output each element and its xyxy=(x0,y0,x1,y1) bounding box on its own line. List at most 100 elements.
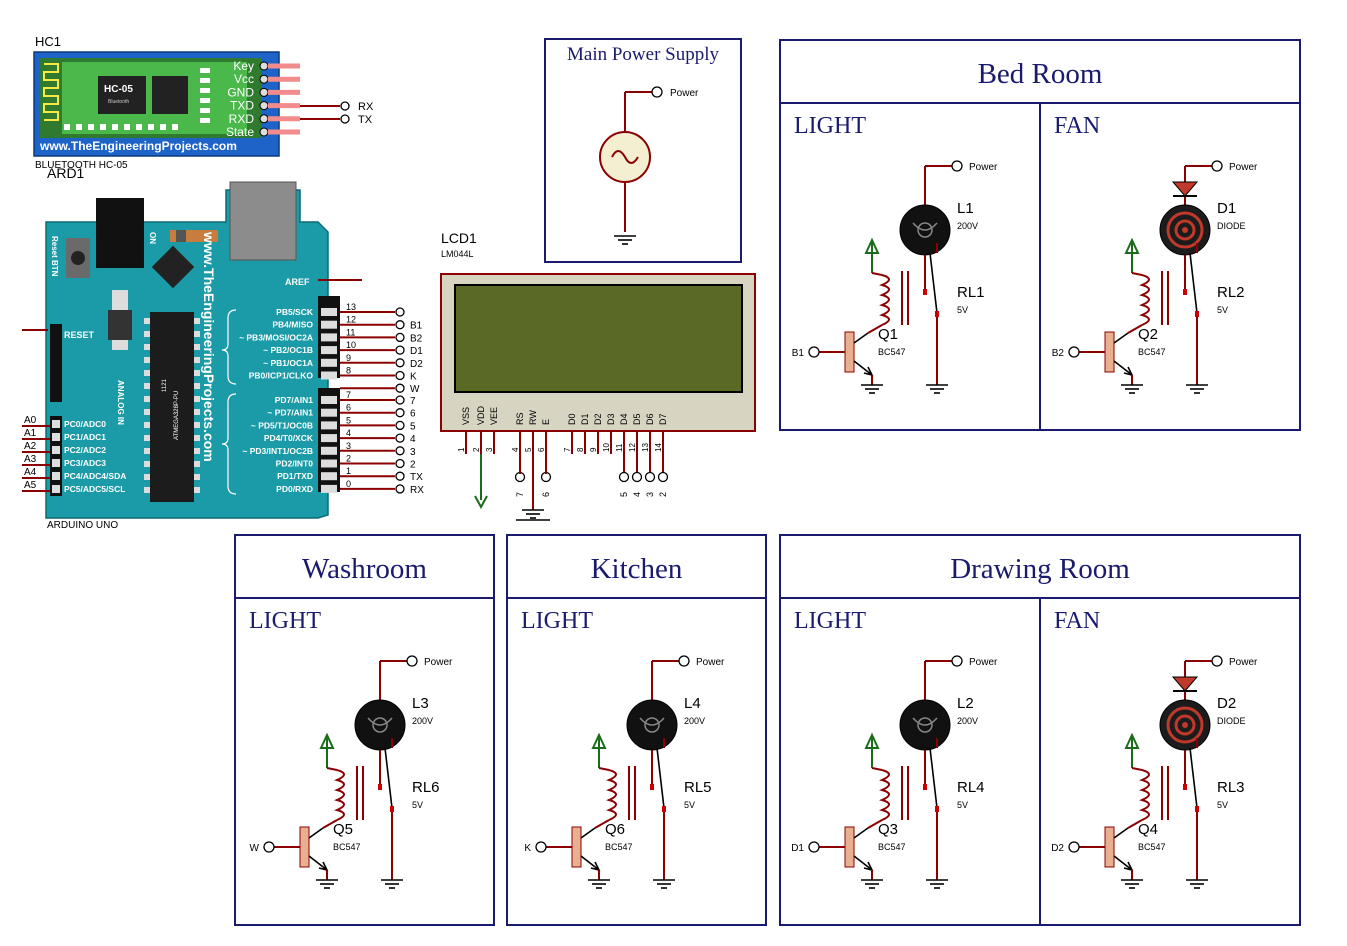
bt-caption: BLUETOOTH HC-05 xyxy=(35,160,128,171)
bt-ref: HC1 xyxy=(35,34,61,49)
net-terminal xyxy=(395,332,405,343)
arduino-pin-name: ~ PB3/MOSI/OC2A xyxy=(239,332,313,342)
arduino-pin-number: 6 xyxy=(346,403,351,413)
arduino-pin-number: 4 xyxy=(346,428,351,438)
arduino-net-label: 7 xyxy=(410,396,416,407)
section-title: Kitchen xyxy=(591,553,683,585)
net-terminal xyxy=(395,370,405,381)
diode-icon xyxy=(1171,181,1199,197)
vcc-arrow-icon xyxy=(1124,732,1140,749)
lcd-pin-number: 6 xyxy=(537,447,546,452)
lcd-pin-name: D5 xyxy=(632,413,642,425)
arduino-analog-name: PC5/ADC5/SCL xyxy=(64,484,125,494)
cell-title: LIGHT xyxy=(794,608,866,634)
relay-coil xyxy=(606,769,617,821)
arduino-analog-name: PC0/ADC0 xyxy=(64,419,106,429)
arduino-net-label: K xyxy=(410,372,417,383)
bt-pin-label: Vcc xyxy=(234,72,254,86)
bt-pin-label: Key xyxy=(233,59,254,73)
chip-pin xyxy=(194,396,200,402)
power-terminal xyxy=(1211,655,1223,667)
header-pin xyxy=(52,433,60,441)
load-value: 200V xyxy=(684,716,705,726)
input-net-label: D2 xyxy=(1051,843,1064,854)
transistor-emitter xyxy=(308,855,328,871)
cell-title: FAN xyxy=(1054,113,1100,139)
room-section: Drawing Room LIGHT Power L2 200V RL4 5V Q3 BC547… xyxy=(779,534,1301,926)
lcd-pin-number: 8 xyxy=(576,447,585,452)
input-terminal xyxy=(808,346,820,358)
coil-wire xyxy=(867,324,883,334)
arduino-aref: AREF xyxy=(285,277,310,287)
header-pin xyxy=(321,472,337,481)
arduino-ref: ARD1 xyxy=(47,165,85,181)
section-title: Bed Room xyxy=(978,58,1103,90)
chip-pin xyxy=(144,396,150,402)
chip-pin xyxy=(194,370,200,376)
chip-pin xyxy=(194,487,200,493)
header-pin xyxy=(321,434,337,443)
lcd-net-label: 2 xyxy=(658,492,668,497)
net-terminal xyxy=(395,395,405,405)
ground-symbol xyxy=(860,879,884,889)
transistor-emitter xyxy=(580,855,600,871)
input-terminal xyxy=(1068,346,1080,358)
transistor-emitter xyxy=(853,855,873,871)
transistor-collector xyxy=(580,827,596,839)
arduino-url: www.TheEngineeringProjects.com xyxy=(201,231,217,462)
arduino-pin-number: 13 xyxy=(346,302,356,312)
transistor-collector xyxy=(853,827,869,839)
bt-pin-label: GND xyxy=(227,85,254,99)
chip-pin xyxy=(144,461,150,467)
relay-coil xyxy=(1139,274,1150,326)
lcd-pin-name: D7 xyxy=(658,413,668,425)
lcd-net-label: 6 xyxy=(541,492,551,497)
relay-ref: RL1 xyxy=(957,284,985,301)
relay-contact xyxy=(935,311,939,317)
arduino-analog-net: A5 xyxy=(24,480,37,491)
input-net-label: D1 xyxy=(791,843,804,854)
net-terminal xyxy=(395,320,405,330)
header-pin xyxy=(52,485,60,493)
chip-pin xyxy=(194,435,200,441)
coil-wire xyxy=(1131,272,1143,276)
arduino-pin-number: 0 xyxy=(346,479,351,489)
arduino-pin-name: PD2/INT0 xyxy=(276,459,314,469)
chip-pin xyxy=(144,370,150,376)
room-section: Kitchen LIGHT Power L4 200V RL5 5V Q6 BC547 K xyxy=(506,534,767,926)
relay-coil xyxy=(879,274,890,326)
section-frame xyxy=(234,534,495,926)
chip-pin xyxy=(144,331,150,337)
net-terminal xyxy=(395,458,405,469)
load-value: 200V xyxy=(957,716,978,726)
relay-switch-arm xyxy=(929,747,938,809)
bt-pin-label: RXD xyxy=(229,112,255,126)
transistor-model: BC547 xyxy=(878,842,906,852)
input-net-label: K xyxy=(524,843,531,854)
load-ref: D1 xyxy=(1217,200,1236,217)
arduino-net-label: 4 xyxy=(410,434,416,445)
relay-switch-arm xyxy=(1189,252,1198,314)
transistor-ref: Q5 xyxy=(333,821,353,838)
chip-pin xyxy=(144,409,150,415)
section-frame xyxy=(506,534,767,926)
lcd-net-label: 7 xyxy=(515,492,525,497)
coil-wire xyxy=(322,819,338,829)
arduino-pin-number: 7 xyxy=(346,390,351,400)
header-pin xyxy=(321,459,337,468)
bt-pin xyxy=(259,101,269,111)
power-terminal xyxy=(678,655,690,667)
arduino-pin-name: PB0/ICP1/CLKO xyxy=(249,371,314,381)
arduino-chip-label: ATMEGA328P-PU xyxy=(174,391,180,440)
lcd-pin-number: 9 xyxy=(589,447,598,452)
cell-title: LIGHT xyxy=(521,608,593,634)
bt-chip-sub: Bluetooth xyxy=(108,99,129,105)
arduino-analog-net: A1 xyxy=(24,428,37,439)
relay-switch-arm xyxy=(1189,747,1198,809)
power-terminal xyxy=(951,655,963,667)
vcc-arrow-icon xyxy=(1124,237,1140,254)
bt-pin-label: State xyxy=(226,125,254,139)
arduino-analog-name: PC3/ADC3 xyxy=(64,458,106,468)
arduino-pin-number: 11 xyxy=(346,327,355,337)
